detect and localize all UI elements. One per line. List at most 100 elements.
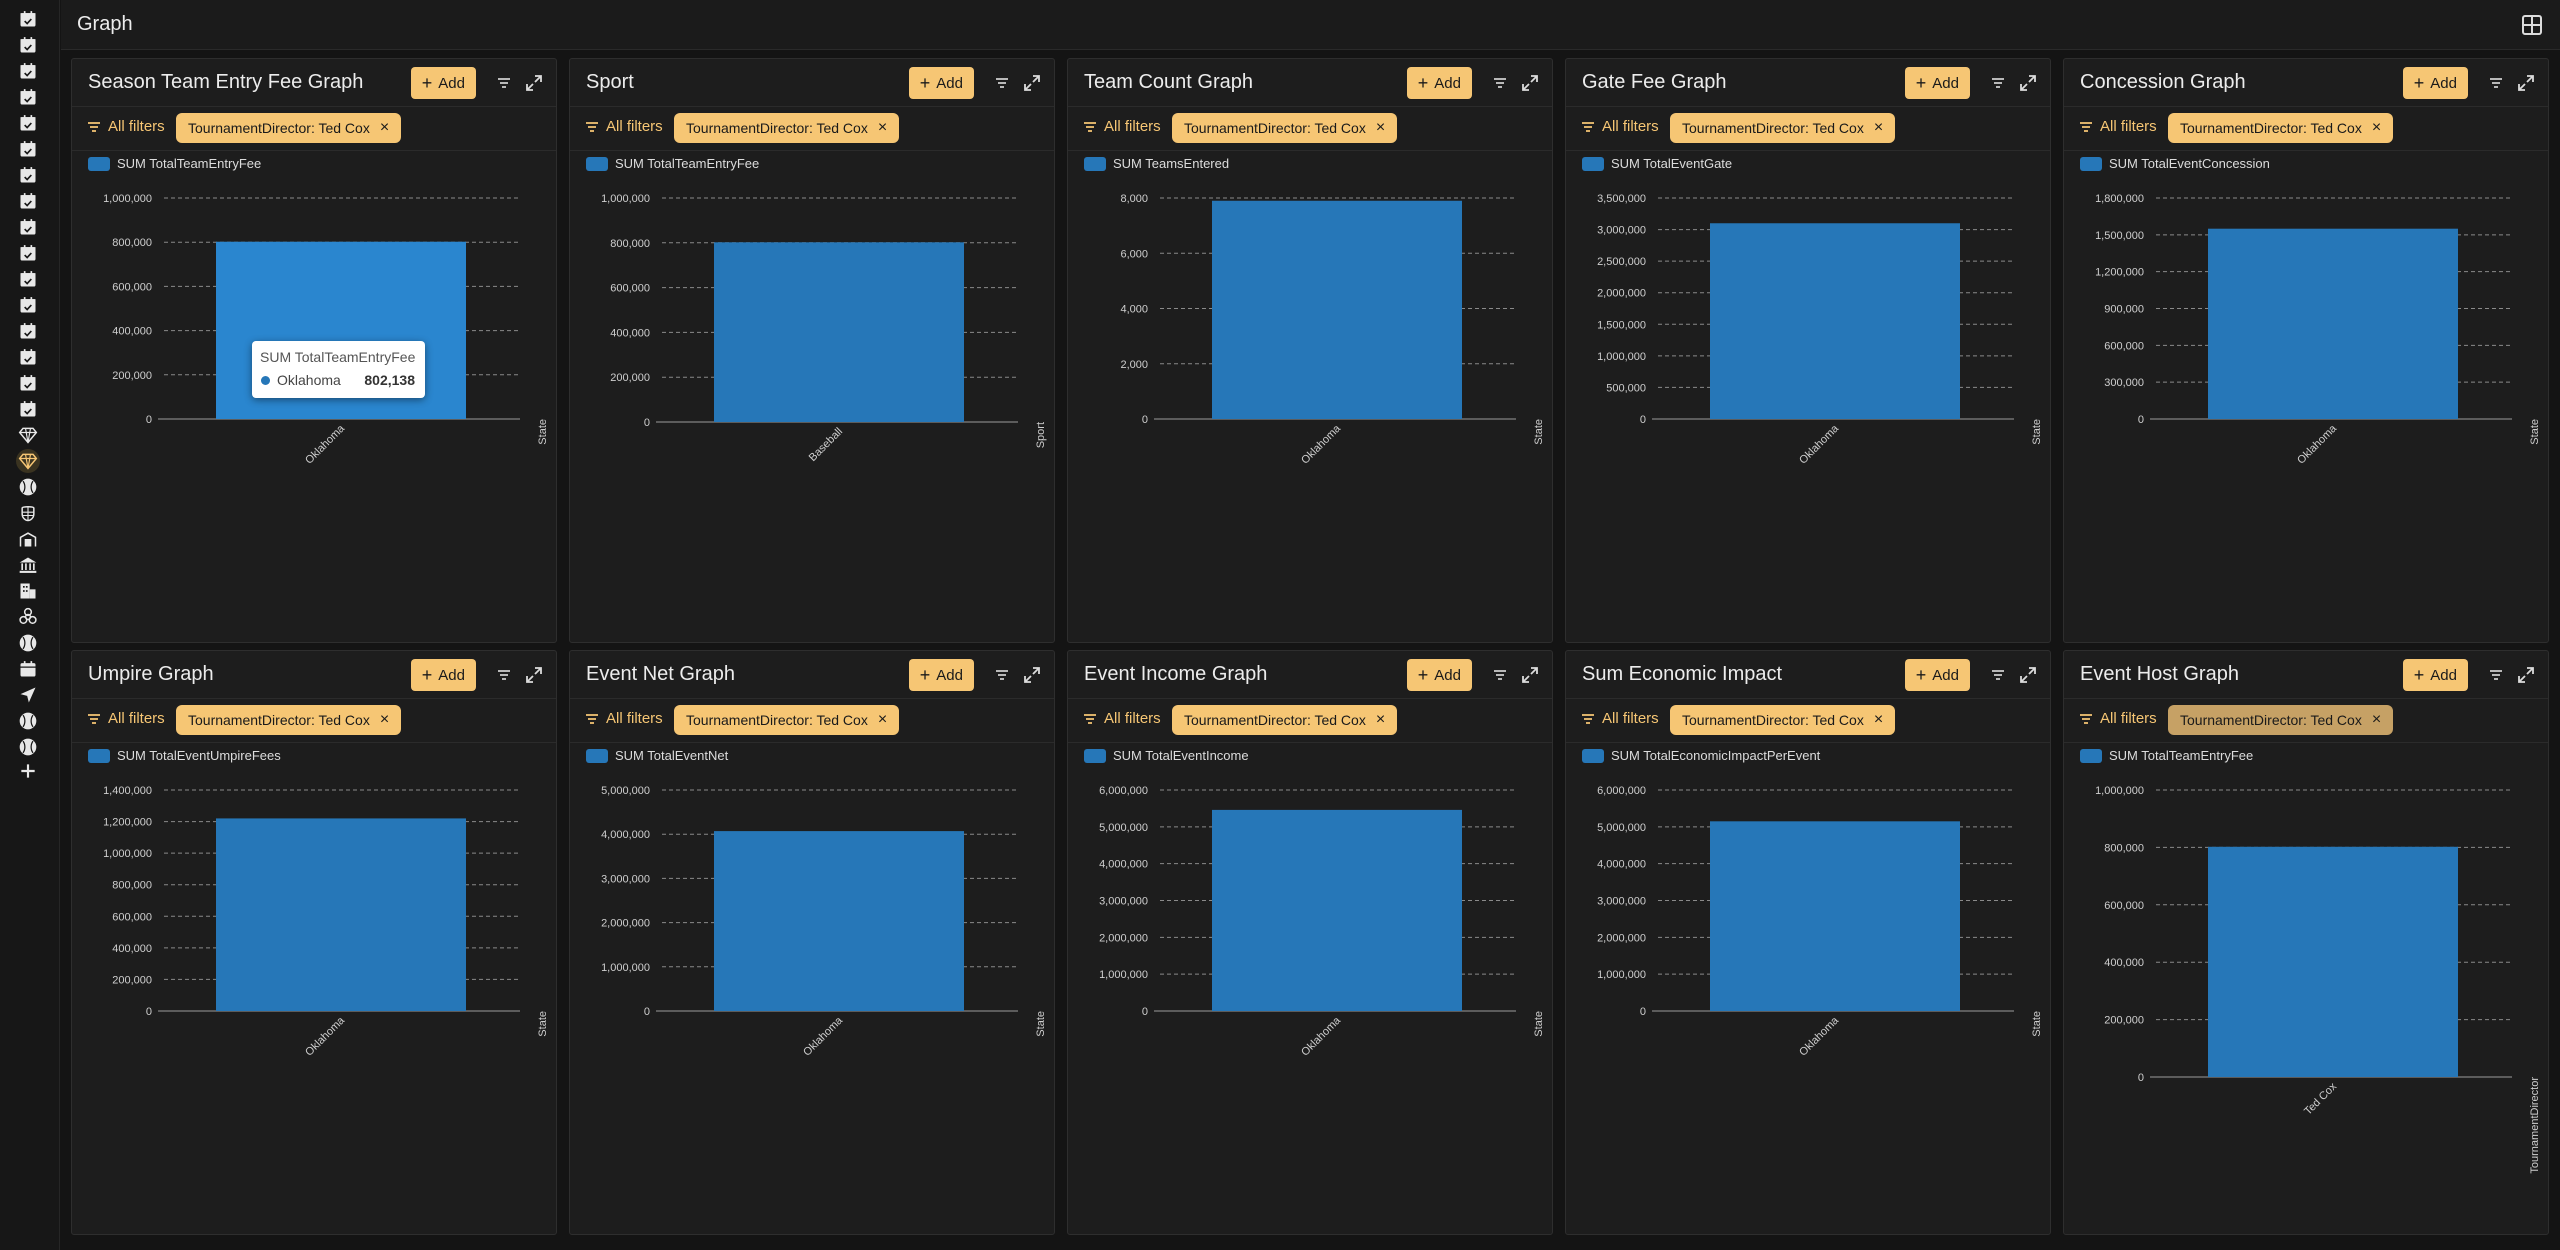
add-button[interactable]: + Add (908, 67, 974, 99)
calendar-check-icon[interactable] (16, 7, 40, 31)
expand-icon[interactable] (524, 665, 544, 685)
add-button[interactable]: + Add (1406, 659, 1472, 691)
expand-icon[interactable] (1022, 73, 1042, 93)
chart-legend[interactable]: SUM TotalEventGate (1582, 156, 1732, 171)
expand-icon[interactable] (1520, 73, 1540, 93)
all-filters-button[interactable]: All filters (584, 118, 663, 135)
diamond-icon[interactable] (16, 449, 40, 473)
add-button[interactable]: + Add (908, 659, 974, 691)
filter-icon[interactable] (1988, 665, 2008, 685)
chart-legend[interactable]: SUM TotalEventNet (586, 748, 728, 763)
calendar-check-icon[interactable] (16, 189, 40, 213)
close-icon[interactable]: × (1375, 711, 1386, 728)
filter-icon[interactable] (992, 73, 1012, 93)
calendar-check-icon[interactable] (16, 319, 40, 343)
filter-chip[interactable]: TournamentDirector: Ted Cox × (674, 705, 900, 735)
filter-chip[interactable]: TournamentDirector: Ted Cox × (1172, 705, 1398, 735)
expand-icon[interactable] (1022, 665, 1042, 685)
navigation-arrow-icon[interactable] (16, 683, 40, 707)
filter-chip[interactable]: TournamentDirector: Ted Cox × (2168, 705, 2394, 735)
close-icon[interactable]: × (1873, 711, 1884, 728)
all-filters-button[interactable]: All filters (86, 118, 165, 135)
filter-icon[interactable] (1988, 73, 2008, 93)
all-filters-button[interactable]: All filters (1580, 118, 1659, 135)
filter-chip[interactable]: TournamentDirector: Ted Cox × (176, 705, 402, 735)
calendar-check-icon[interactable] (16, 241, 40, 265)
add-button[interactable]: + Add (2402, 67, 2468, 99)
close-icon[interactable]: × (877, 711, 888, 728)
bar[interactable] (714, 831, 964, 1011)
add-button[interactable]: + Add (1406, 67, 1472, 99)
calendar-check-icon[interactable] (16, 111, 40, 135)
chart-legend[interactable]: SUM TeamsEntered (1084, 156, 1229, 171)
close-icon[interactable]: × (1375, 119, 1386, 136)
close-icon[interactable]: × (1873, 119, 1884, 136)
calendar-icon[interactable] (16, 657, 40, 681)
diamond-icon[interactable] (16, 423, 40, 447)
filter-icon[interactable] (2486, 73, 2506, 93)
filter-chip[interactable]: TournamentDirector: Ted Cox × (1670, 705, 1896, 735)
all-filters-button[interactable]: All filters (2078, 118, 2157, 135)
chart-legend[interactable]: SUM TotalTeamEntryFee (88, 156, 261, 171)
close-icon[interactable]: × (877, 119, 888, 136)
bar[interactable] (2208, 846, 2458, 1077)
calendar-check-icon[interactable] (16, 33, 40, 57)
filter-icon[interactable] (494, 73, 514, 93)
filter-chip[interactable]: TournamentDirector: Ted Cox × (1172, 113, 1398, 143)
filter-icon[interactable] (2486, 665, 2506, 685)
bar[interactable] (714, 242, 964, 422)
calendar-check-icon[interactable] (16, 267, 40, 291)
bar[interactable] (1212, 200, 1462, 419)
calendar-check-icon[interactable] (16, 59, 40, 83)
all-filters-button[interactable]: All filters (86, 710, 165, 727)
expand-icon[interactable] (2018, 665, 2038, 685)
calendar-check-icon[interactable] (16, 371, 40, 395)
calendar-check-icon[interactable] (16, 137, 40, 161)
all-filters-button[interactable]: All filters (2078, 710, 2157, 727)
add-button[interactable]: + Add (410, 659, 476, 691)
filter-chip[interactable]: TournamentDirector: Ted Cox × (1670, 113, 1896, 143)
chart-legend[interactable]: SUM TotalTeamEntryFee (586, 156, 759, 171)
close-icon[interactable]: × (2371, 711, 2382, 728)
bar[interactable] (2208, 228, 2458, 419)
chart-legend[interactable]: SUM TotalEventConcession (2080, 156, 2270, 171)
umpire-mask-icon[interactable] (16, 501, 40, 525)
all-filters-button[interactable]: All filters (1082, 710, 1161, 727)
all-filters-button[interactable]: All filters (1082, 118, 1161, 135)
calendar-check-icon[interactable] (16, 85, 40, 109)
filter-icon[interactable] (992, 665, 1012, 685)
add-button[interactable]: + Add (1904, 659, 1970, 691)
biohazard-icon[interactable] (16, 605, 40, 629)
bar[interactable] (1212, 809, 1462, 1011)
add-button[interactable]: + Add (410, 67, 476, 99)
calendar-check-icon[interactable] (16, 215, 40, 239)
bar[interactable] (216, 818, 466, 1011)
filter-chip[interactable]: TournamentDirector: Ted Cox × (674, 113, 900, 143)
add-button[interactable]: + Add (1904, 67, 1970, 99)
chart-legend[interactable]: SUM TotalEconomicImpactPerEvent (1582, 748, 1820, 763)
calendar-check-icon[interactable] (16, 397, 40, 421)
calendar-check-icon[interactable] (16, 163, 40, 187)
calendar-check-icon[interactable] (16, 293, 40, 317)
close-icon[interactable]: × (2371, 119, 2382, 136)
baseball-icon[interactable] (16, 475, 40, 499)
calendar-check-icon[interactable] (16, 345, 40, 369)
chart-legend[interactable]: SUM TotalEventUmpireFees (88, 748, 281, 763)
filter-icon[interactable] (1490, 665, 1510, 685)
bank-icon[interactable] (16, 553, 40, 577)
add-button[interactable]: + Add (2402, 659, 2468, 691)
bar[interactable] (1710, 821, 1960, 1011)
close-icon[interactable]: × (379, 119, 390, 136)
filter-icon[interactable] (494, 665, 514, 685)
all-filters-button[interactable]: All filters (1580, 710, 1659, 727)
filter-chip[interactable]: TournamentDirector: Ted Cox × (2168, 113, 2394, 143)
close-icon[interactable]: × (379, 711, 390, 728)
hotel-icon[interactable] (16, 579, 40, 603)
bar[interactable] (1710, 223, 1960, 419)
expand-icon[interactable] (2018, 73, 2038, 93)
expand-icon[interactable] (2516, 73, 2536, 93)
expand-icon[interactable] (524, 73, 544, 93)
layout-grid-icon[interactable] (2520, 13, 2544, 37)
baseball-icon[interactable] (16, 631, 40, 655)
plus-icon[interactable] (16, 759, 40, 783)
